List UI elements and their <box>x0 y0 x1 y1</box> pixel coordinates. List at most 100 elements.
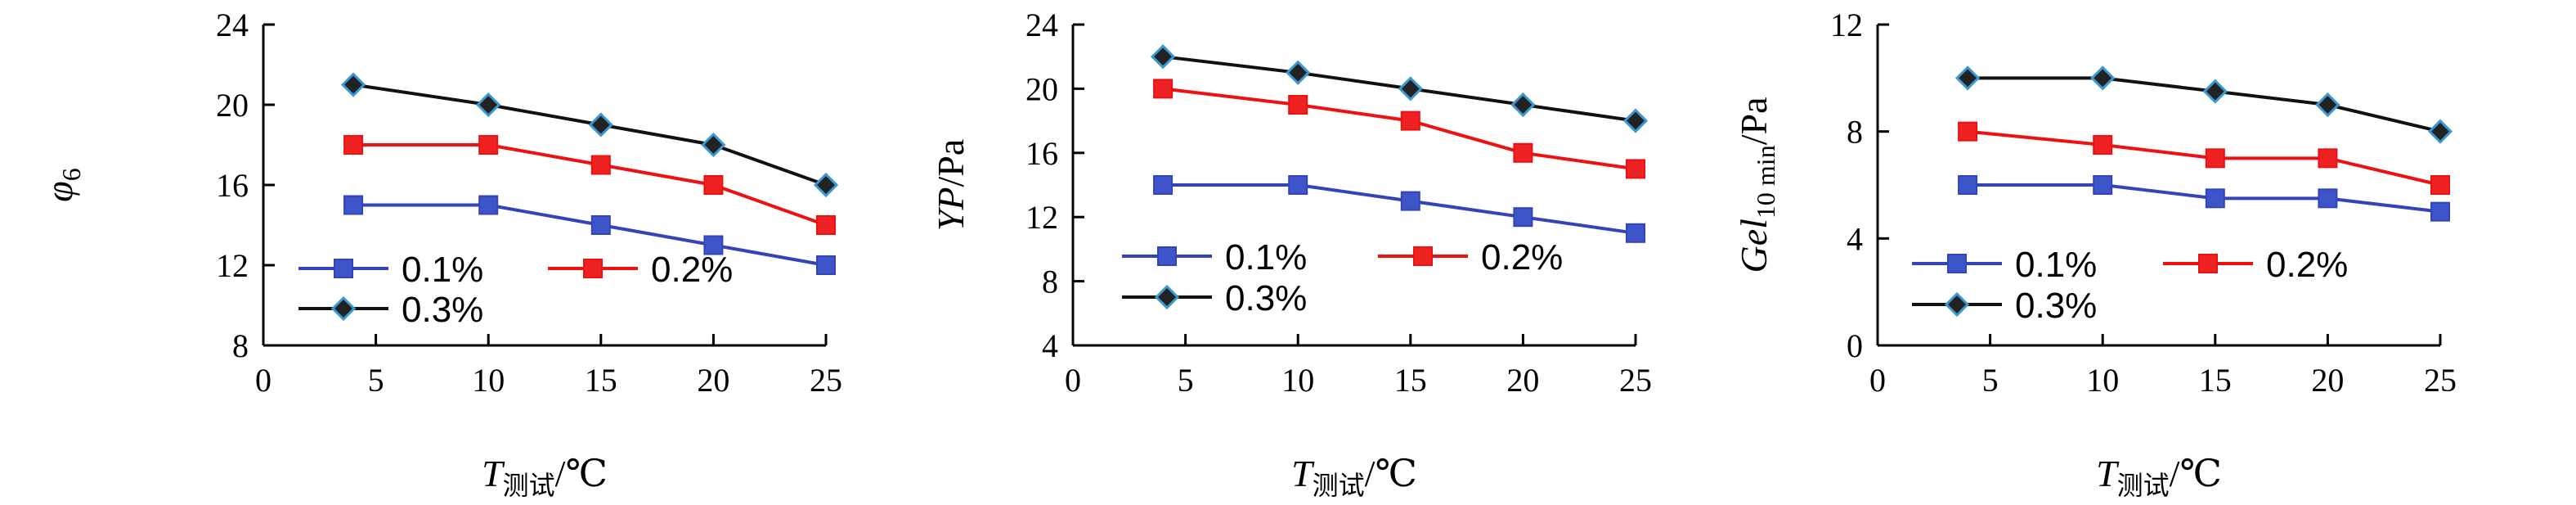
legend-label-1: 0.1% <box>1225 237 1307 277</box>
x-tick-label: 5 <box>1982 362 1999 399</box>
data-point-series-1 <box>816 255 836 275</box>
data-point-series-1 <box>2093 175 2113 195</box>
x-tick-label: 20 <box>1506 362 1539 399</box>
x-tick-label: 15 <box>585 362 617 399</box>
data-point-series-3 <box>2427 119 2453 144</box>
y-axis-title: YP/Pa <box>930 139 972 231</box>
data-point-series-1 <box>478 195 499 215</box>
y-tick-label: 8 <box>1042 264 1058 300</box>
data-point-series-1 <box>2205 188 2225 209</box>
data-point-series-3 <box>1150 44 1176 70</box>
x-axis-title-unit: /℃ <box>1365 453 1417 494</box>
data-point-series-2 <box>478 135 499 155</box>
data-point-series-2 <box>2093 135 2113 155</box>
data-point-series-3 <box>1510 92 1536 118</box>
data-point-series-1 <box>1400 191 1420 211</box>
legend-marker-3 <box>330 295 357 322</box>
data-point-series-2 <box>1626 159 1645 179</box>
data-point-series-2 <box>816 215 836 235</box>
y-tick-label: 24 <box>1025 7 1058 43</box>
legend-label-2: 0.2% <box>1481 237 1563 277</box>
legend-label-3: 0.3% <box>1225 278 1307 318</box>
x-tick-label: 10 <box>472 362 505 399</box>
chart-panel-1: 8 12 16 20 24 0 5 10 15 20 25 0.1% 0.2% 0.3% φ6 T测试/℃ <box>38 7 842 500</box>
legend-marker-3 <box>1154 284 1180 310</box>
data-point-series-3 <box>1622 108 1649 133</box>
y-tick-label: 16 <box>216 167 249 204</box>
x-axis-title-main: T <box>482 453 505 494</box>
data-point-series-2 <box>2205 148 2225 169</box>
data-point-series-3 <box>588 112 613 138</box>
x-tick-label: 5 <box>1178 362 1194 399</box>
x-tick-label: 25 <box>2424 362 2457 399</box>
legend-label-1: 0.1% <box>2015 245 2097 285</box>
x-axis-title-sub: 测试 <box>1313 471 1365 500</box>
x-axis-title: T测试/℃ <box>1291 453 1417 500</box>
y-tick-label: 12 <box>1025 199 1058 236</box>
x-axis-title-main: T <box>1291 453 1315 494</box>
y-axis-title-sub: 10 min <box>1751 145 1780 219</box>
x-tick-label: 10 <box>1281 362 1314 399</box>
x-axis-title-sub: 测试 <box>503 471 555 500</box>
data-point-series-1 <box>1288 175 1308 195</box>
data-point-series-2 <box>1958 121 1978 142</box>
data-point-series-3 <box>1286 60 1311 85</box>
x-axis-title-unit: /℃ <box>555 453 608 494</box>
data-point-series-1 <box>703 235 724 255</box>
y-tick-label: 20 <box>216 87 249 124</box>
legend-marker-1 <box>334 259 353 278</box>
legend-marker-3 <box>1944 291 1970 318</box>
legend-marker-2 <box>2198 254 2218 273</box>
y-axis-title-unit: /Pa <box>1733 97 1775 146</box>
series-line-2 <box>353 143 827 227</box>
data-point-series-1 <box>1513 207 1533 228</box>
y-axis-title-sub: 6 <box>56 168 86 181</box>
x-axis-title-unit: /℃ <box>2170 453 2222 494</box>
data-point-series-2 <box>2318 148 2338 169</box>
legend-marker-1 <box>1947 254 1967 273</box>
data-point-series-1 <box>1958 175 1978 195</box>
data-point-series-1 <box>590 215 611 235</box>
chart-panel-3: 0 4 8 12 0 5 10 15 20 25 0.1% 0.2% 0.3% Gel10 min/Pa T… <box>1733 7 2457 500</box>
data-point-series-2 <box>590 155 611 175</box>
data-point-series-2 <box>1153 79 1174 99</box>
data-point-series-1 <box>2430 201 2450 222</box>
y-axis-title: Gel10 min/Pa <box>1733 97 1780 273</box>
legend-label-2: 0.2% <box>651 250 733 290</box>
data-point-series-3 <box>340 72 366 97</box>
data-point-series-3 <box>2202 79 2228 104</box>
data-point-series-3 <box>701 132 726 158</box>
y-axis-title-main: φ <box>38 181 80 201</box>
x-tick-label: 0 <box>1869 362 1886 399</box>
legend-marker-2 <box>1413 246 1433 266</box>
legend-marker-2 <box>583 259 603 278</box>
y-axis-title-main: Gel <box>1733 219 1775 273</box>
y-tick-label: 4 <box>1042 327 1058 364</box>
data-point-series-1 <box>2318 188 2338 209</box>
data-point-series-3 <box>476 92 501 118</box>
data-point-series-1 <box>1626 223 1645 243</box>
x-axis-title: T测试/℃ <box>482 453 608 500</box>
y-tick-label: 12 <box>1830 7 1863 43</box>
y-axis-title: φ6 <box>38 168 86 201</box>
data-point-series-2 <box>1400 110 1420 131</box>
legend-label-3: 0.3% <box>402 290 483 330</box>
y-tick-label: 4 <box>1847 220 1863 257</box>
data-point-series-2 <box>1513 142 1533 163</box>
x-axis-title-sub: 测试 <box>2117 471 2170 500</box>
data-point-series-2 <box>703 175 724 195</box>
data-point-series-2 <box>1288 95 1308 115</box>
x-tick-label: 15 <box>2199 362 2232 399</box>
series-line-2 <box>1967 129 2441 187</box>
x-tick-label: 25 <box>1619 362 1652 399</box>
series-line-3 <box>1968 76 2441 133</box>
series-line-1 <box>1163 183 1636 235</box>
x-tick-label: 20 <box>2311 362 2344 399</box>
x-axis-title-main: T <box>2096 453 2120 494</box>
legend-label-1: 0.1% <box>402 250 483 290</box>
legend-label-2: 0.2% <box>2266 245 2348 285</box>
x-tick-label: 0 <box>1065 362 1081 399</box>
data-point-series-2 <box>2430 175 2450 195</box>
data-point-series-1 <box>1153 175 1174 195</box>
